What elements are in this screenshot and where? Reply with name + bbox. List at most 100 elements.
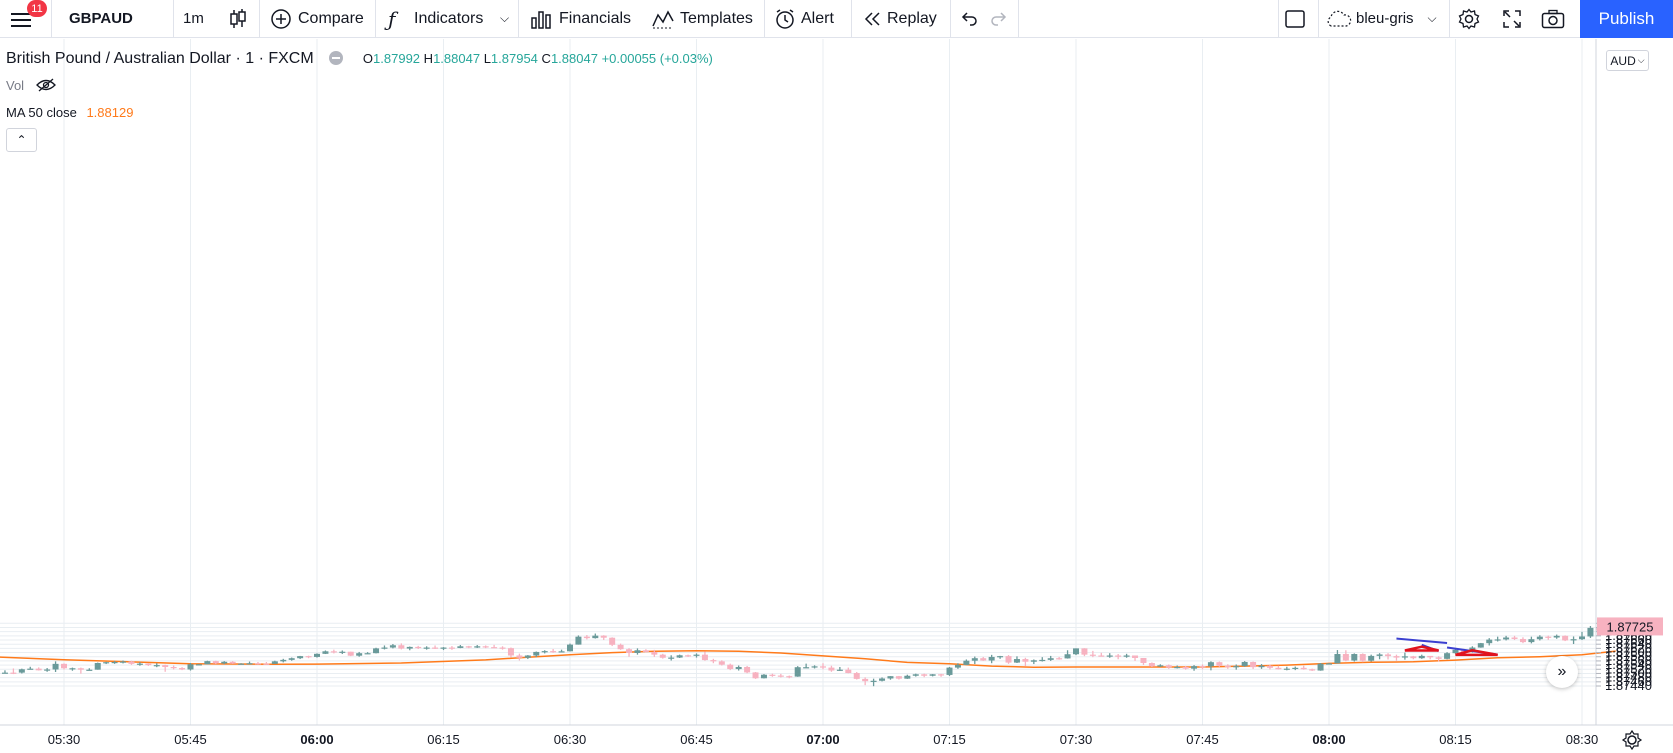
last-price-marker: 1.87725	[1597, 617, 1663, 636]
candle	[297, 655, 304, 660]
triangle-drawing[interactable]	[1455, 648, 1498, 657]
alert-button[interactable]: Alert	[774, 0, 834, 37]
candle	[1123, 653, 1130, 658]
candle	[1165, 664, 1172, 669]
candle	[1519, 637, 1526, 644]
candle	[1427, 655, 1434, 660]
candles-layer	[1, 619, 1619, 687]
templates-label: Templates	[680, 9, 753, 27]
layout-square-button[interactable]	[1284, 0, 1306, 37]
fullscreen-button[interactable]	[1502, 0, 1522, 37]
layout-name-button[interactable]: bleu-gris ⌵	[1324, 0, 1437, 37]
candle	[583, 635, 590, 640]
candle	[288, 657, 295, 661]
candle	[676, 654, 683, 658]
redo-icon	[991, 11, 1007, 26]
candle	[170, 665, 177, 670]
price-tick-label: 1.87580	[1605, 649, 1652, 664]
candle	[862, 677, 869, 686]
symbol-search-button[interactable]: GBPAUD	[69, 10, 133, 27]
candle	[10, 668, 17, 675]
candle	[980, 656, 987, 661]
ma-line-layer	[0, 649, 1616, 668]
candle	[1385, 653, 1392, 660]
rewind-icon	[864, 11, 880, 26]
chevron-down-icon: ⌵	[1427, 11, 1437, 25]
candle	[1199, 664, 1206, 670]
candle	[870, 678, 877, 687]
bar-chart-icon	[531, 10, 551, 29]
time-tick-label: 05:45	[174, 732, 207, 747]
financials-button[interactable]: Financials	[530, 0, 631, 37]
snapshot-button[interactable]	[1541, 0, 1565, 37]
time-tick-label: 07:45	[1186, 732, 1219, 747]
candle	[887, 676, 894, 680]
candle	[516, 653, 523, 661]
candle	[499, 646, 506, 650]
candle	[364, 652, 371, 655]
indicators-dropdown[interactable]: ⌵	[500, 0, 509, 37]
candle	[727, 663, 734, 671]
candle	[1410, 655, 1417, 660]
replay-button[interactable]: Replay	[862, 0, 937, 37]
candle	[1241, 661, 1248, 667]
candle	[474, 645, 481, 648]
collapse-legend-button[interactable]: ⌃	[6, 128, 37, 152]
scroll-to-realtime-button[interactable]: »	[1546, 656, 1578, 688]
candle	[929, 674, 936, 677]
candle	[1579, 631, 1585, 641]
candle	[1401, 652, 1408, 660]
candle	[997, 655, 1004, 659]
candle	[86, 668, 93, 671]
candle	[617, 643, 624, 650]
scale-settings-button[interactable]	[1621, 729, 1643, 751]
menu-button[interactable]	[10, 0, 46, 37]
candle	[1317, 663, 1324, 671]
candle	[465, 645, 472, 649]
compare-button[interactable]: Compare	[270, 0, 364, 37]
symbol-legend: British Pound / Australian Dollar · 1 · …	[6, 50, 713, 68]
candle	[263, 661, 270, 665]
candle	[18, 668, 25, 674]
candle	[1486, 638, 1493, 646]
indicators-button[interactable]: ƒ Indicators	[388, 0, 483, 37]
triangle-drawing[interactable]	[1404, 645, 1439, 652]
redo-button[interactable]	[990, 0, 1008, 37]
candle	[398, 643, 405, 650]
interval-button[interactable]: 1m	[183, 10, 204, 27]
ma-legend[interactable]: MA 50 close 1.88129	[6, 105, 133, 120]
candle	[103, 661, 110, 665]
candle	[668, 655, 675, 661]
price-tick-label: 1.87620	[1605, 640, 1652, 655]
eye-crossed-icon[interactable]	[35, 78, 56, 92]
candle	[415, 645, 422, 650]
minus-circle-icon[interactable]	[329, 51, 344, 65]
candle	[794, 666, 801, 677]
candle	[423, 646, 430, 650]
trendline-drawing[interactable]	[1396, 637, 1448, 644]
candle	[195, 663, 202, 666]
undo-button[interactable]	[960, 0, 978, 37]
symbol-title[interactable]: British Pound / Australian Dollar · 1 · …	[6, 50, 314, 67]
candle	[229, 661, 236, 664]
candle	[1283, 666, 1290, 671]
ohlc-values: O1.87992 H1.88047 L1.87954 C1.88047 +0.0…	[362, 51, 713, 66]
settings-button[interactable]	[1458, 0, 1480, 37]
candle	[828, 665, 835, 672]
candle	[1224, 664, 1231, 669]
candle	[271, 660, 278, 665]
currency-button[interactable]: AUD ⌵	[1606, 50, 1649, 71]
candle	[136, 662, 143, 666]
candle	[1444, 652, 1451, 660]
chart-style-button[interactable]	[228, 0, 248, 37]
publish-button[interactable]: Publish	[1580, 0, 1673, 38]
candle	[659, 653, 666, 659]
templates-button[interactable]: Templates	[652, 0, 753, 37]
candle	[1309, 668, 1316, 671]
last-price-label: 1.87725	[1607, 619, 1654, 634]
volume-legend[interactable]: Vol	[6, 78, 56, 93]
candle	[1494, 636, 1501, 642]
candle	[912, 673, 919, 677]
candle	[381, 645, 388, 650]
